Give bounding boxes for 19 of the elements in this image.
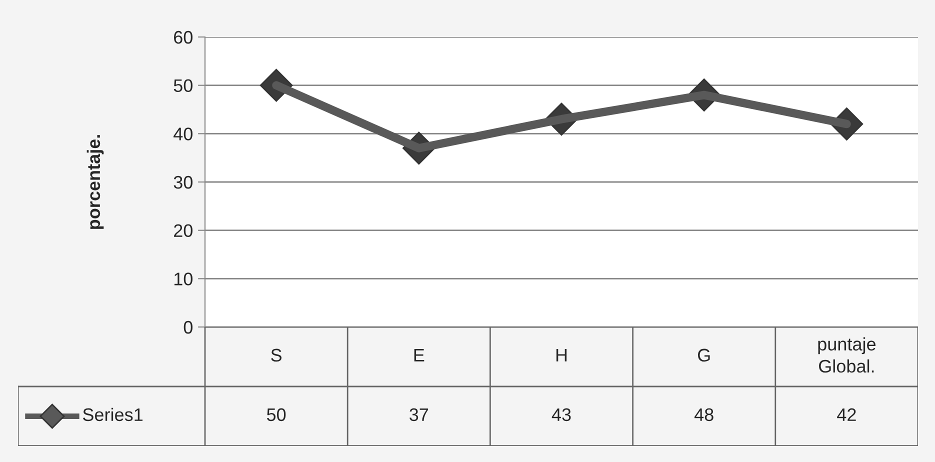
data-label: 42	[837, 408, 856, 421]
legend-label: Series1	[82, 408, 143, 422]
x-tick-label: E	[414, 348, 424, 362]
y-tick-label: 10	[174, 272, 192, 286]
x-tick-label: S	[271, 348, 282, 362]
y-tick-label: 0	[184, 320, 192, 334]
data-label: 48	[694, 408, 714, 422]
y-tick-label: 20	[174, 224, 192, 238]
data-label: 50	[266, 408, 286, 422]
y-tick-label: 40	[174, 128, 192, 140]
data-label: 37	[410, 408, 428, 422]
y-axis-title: porcentaje.	[86, 135, 104, 229]
x-tick-label: puntaje Global.	[818, 337, 876, 373]
data-label: 43	[552, 408, 571, 422]
y-tick-label: 30	[174, 176, 192, 189]
y-tick-label: 50	[174, 79, 192, 92]
y-tick-label: 60	[174, 30, 192, 44]
x-tick-label: H	[556, 348, 567, 362]
x-tick-label: G	[698, 348, 710, 362]
